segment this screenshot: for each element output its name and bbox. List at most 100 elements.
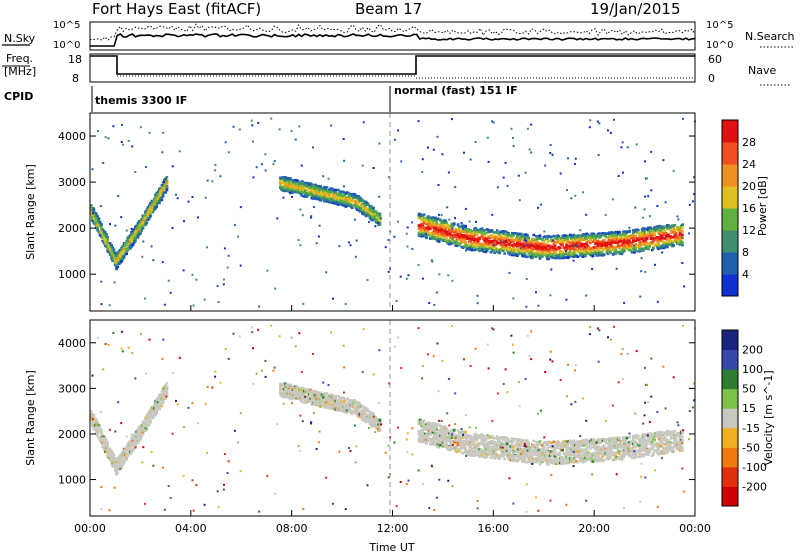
power-cell — [291, 195, 293, 198]
velocity-cell — [303, 397, 306, 400]
power-cell — [141, 227, 145, 230]
power-cell — [112, 248, 116, 251]
power-cell — [144, 216, 147, 219]
velocity-cell — [129, 452, 132, 456]
power-cell — [294, 182, 297, 185]
power-cell — [421, 158, 424, 161]
power-cell — [644, 271, 647, 273]
power-cell — [531, 249, 534, 252]
power-cell — [431, 225, 435, 228]
power-cell — [647, 245, 650, 248]
power-cell — [581, 255, 585, 258]
power-cell — [378, 219, 382, 222]
power-cell — [286, 189, 290, 192]
power-cell — [459, 236, 462, 239]
power-cell — [343, 204, 346, 207]
power-cell — [105, 239, 108, 242]
power-cell — [116, 265, 120, 269]
power-cell — [405, 277, 408, 280]
power-cell — [384, 246, 387, 249]
power-cell — [488, 241, 491, 244]
power-cell — [498, 251, 501, 255]
power-cell — [436, 226, 440, 229]
power-cell — [489, 251, 493, 254]
power-cell — [574, 234, 577, 238]
power-cell — [488, 237, 491, 240]
power-cell — [516, 248, 519, 251]
power-cell — [461, 224, 465, 227]
power-cell — [632, 234, 635, 237]
power-cell — [411, 221, 414, 224]
power-cell — [577, 244, 581, 247]
power-cell — [586, 252, 590, 256]
power-cell — [650, 189, 653, 192]
power-cell — [429, 227, 432, 231]
power-cell — [625, 237, 629, 240]
power-cell — [99, 205, 102, 208]
velocity-cell — [105, 446, 108, 450]
power-cell — [550, 244, 553, 248]
power-cell — [141, 224, 145, 228]
power-cell — [165, 179, 169, 183]
power-cell — [92, 207, 96, 210]
power-cell — [353, 193, 356, 196]
velocity-cell — [129, 446, 132, 449]
velocity-cell — [280, 393, 283, 397]
power-cell — [555, 235, 558, 238]
power-cell — [528, 240, 532, 243]
power-cell — [428, 302, 431, 304]
power-cell — [301, 214, 304, 217]
power-cell — [483, 229, 486, 232]
power-cell — [638, 250, 641, 253]
power-cell — [469, 158, 472, 161]
power-cell — [282, 176, 286, 179]
power-cell — [502, 249, 505, 252]
power-cell — [300, 164, 303, 167]
power-cell — [677, 218, 680, 221]
power-cell — [427, 227, 431, 231]
power-cell — [464, 243, 467, 247]
power-cell — [488, 243, 491, 246]
power-cell — [192, 304, 195, 307]
power-cell — [650, 150, 653, 153]
power-cell — [340, 194, 344, 197]
power-cell — [119, 261, 122, 265]
power-cell — [512, 144, 515, 147]
power-cell — [640, 270, 643, 273]
power-cell — [488, 239, 491, 243]
power-cell — [681, 230, 684, 233]
power-cell — [388, 176, 391, 179]
power-cell — [436, 217, 440, 220]
power-cell — [676, 238, 679, 241]
velocity-cell — [165, 386, 169, 389]
power-cell — [393, 235, 396, 238]
velocity-cell — [289, 383, 292, 386]
velocity-cell — [139, 438, 142, 441]
velocity-cell — [280, 387, 283, 390]
velocity-cell — [119, 461, 122, 464]
velocity-cell — [95, 422, 98, 425]
power-cell — [427, 225, 431, 228]
power-cell — [296, 179, 300, 183]
power-cell — [521, 249, 524, 252]
power-cell — [569, 245, 572, 248]
power-cell — [465, 231, 469, 234]
velocity-cell — [107, 456, 111, 459]
power-cell — [560, 239, 563, 242]
velocity-cell — [282, 384, 286, 387]
power-cell — [545, 244, 548, 247]
power-cell — [316, 184, 320, 188]
power-cell — [313, 188, 316, 191]
power-cell — [238, 128, 241, 131]
power-cell — [120, 252, 123, 256]
power-cell — [653, 232, 656, 235]
power-cell — [102, 161, 105, 164]
power-cell — [226, 266, 229, 269]
power-cell — [343, 159, 346, 162]
power-cell — [648, 243, 651, 247]
cpid-row: CPID themis 3300 IF normal (fast) 151 IF — [4, 84, 518, 112]
power-cell — [492, 121, 495, 124]
power-cell — [134, 240, 137, 243]
power-cell — [479, 249, 483, 252]
